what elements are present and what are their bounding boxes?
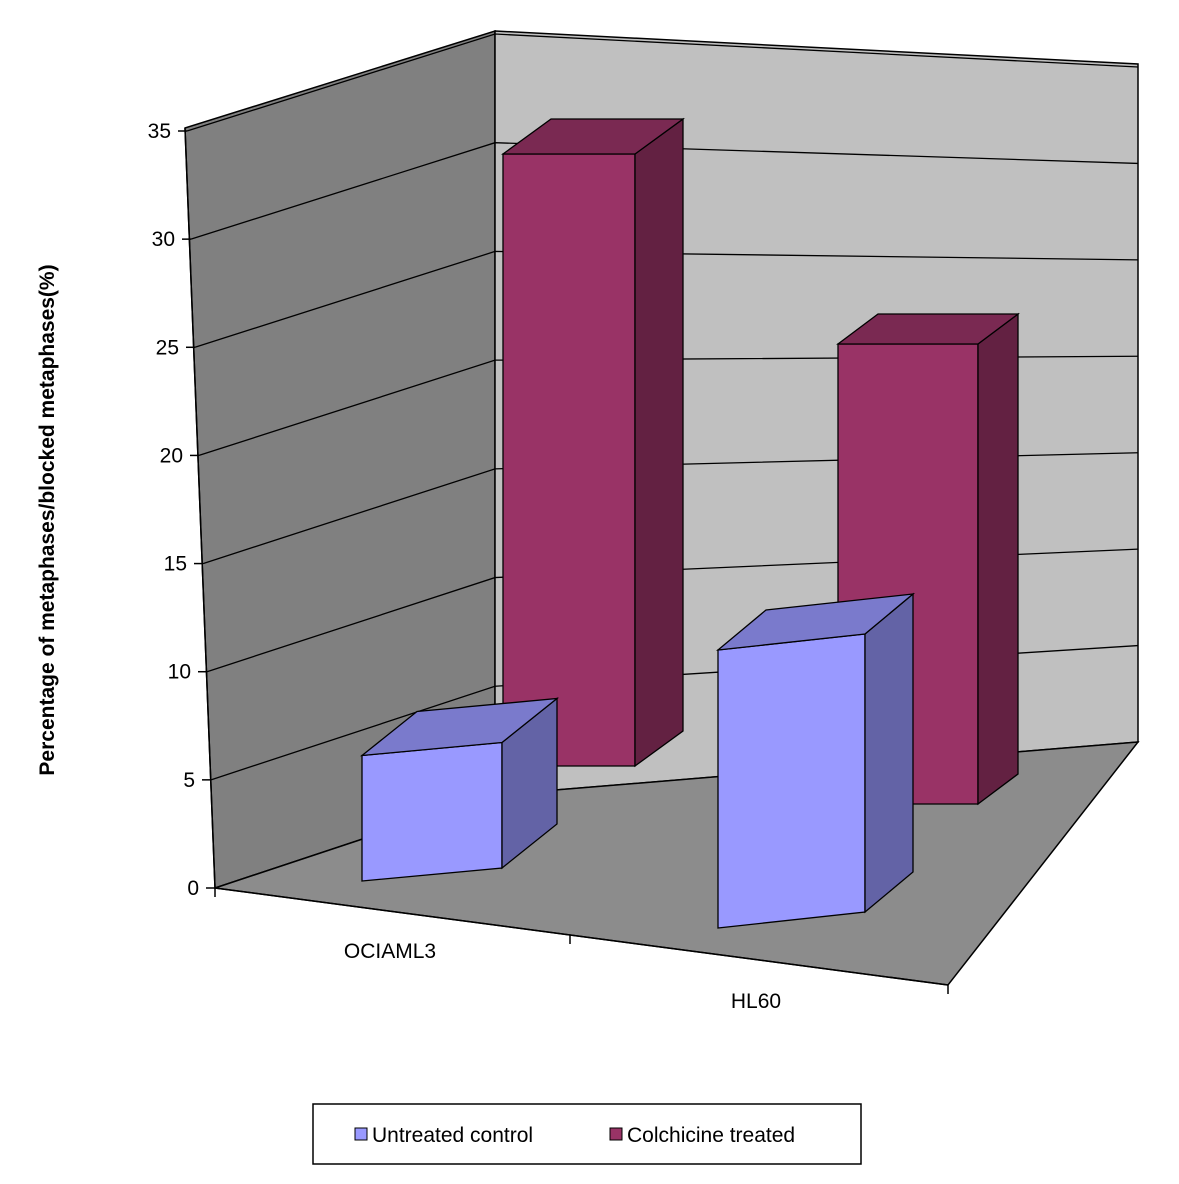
legend-label-untreated: Untreated control — [372, 1124, 533, 1147]
bar-top — [836, 313, 1020, 345]
bar-side — [977, 312, 1019, 806]
bar-front — [502, 153, 636, 767]
legend-item-colchicine: Colchicine treated — [609, 1124, 795, 1147]
x-axis-line — [214, 887, 949, 986]
y-tick-label: 0 — [187, 877, 199, 900]
gridline — [194, 250, 1139, 348]
bars — [359, 117, 1020, 929]
bar-untreated-hl60 — [715, 592, 916, 929]
legend-label-colchicine: Colchicine treated — [627, 1124, 795, 1147]
legend-swatch-colchicine — [609, 1127, 623, 1141]
y-tick-label: 25 — [156, 336, 179, 359]
y-tick-label: 30 — [152, 228, 175, 251]
legend-item-untreated: Untreated control — [354, 1124, 533, 1147]
bar-side — [864, 592, 914, 914]
bar-top — [715, 593, 916, 651]
y-axis-label: Percentage of metaphases/blocked metapha… — [36, 264, 59, 775]
bar-top — [501, 118, 685, 155]
legend: Untreated control Colchicine treated — [312, 1103, 862, 1165]
bar-front — [361, 741, 503, 882]
y-tick-label: 15 — [164, 553, 187, 576]
bar-colchicine-ociaml3 — [501, 117, 685, 768]
bar-front — [717, 633, 866, 929]
bar-top — [359, 697, 560, 757]
gridline — [190, 142, 1139, 240]
bar-untreated-ociaml3 — [359, 697, 560, 882]
legend-box — [312, 1103, 862, 1165]
bar-side — [634, 117, 684, 768]
gridline — [186, 33, 1139, 132]
y-tick-label: 10 — [168, 661, 191, 684]
y-tick-label: 35 — [148, 120, 171, 143]
x-axis: OCIAML3 HL60 — [344, 940, 781, 1013]
x-category-label: HL60 — [731, 990, 781, 1013]
y-axis-line — [184, 127, 216, 889]
x-category-label: OCIAML3 — [344, 940, 436, 963]
y-tick-label: 20 — [160, 444, 183, 467]
y-axis: 0 5 10 15 20 25 30 35 — [148, 120, 216, 900]
legend-swatch-untreated — [354, 1127, 368, 1141]
y-tick-label: 5 — [183, 769, 195, 792]
